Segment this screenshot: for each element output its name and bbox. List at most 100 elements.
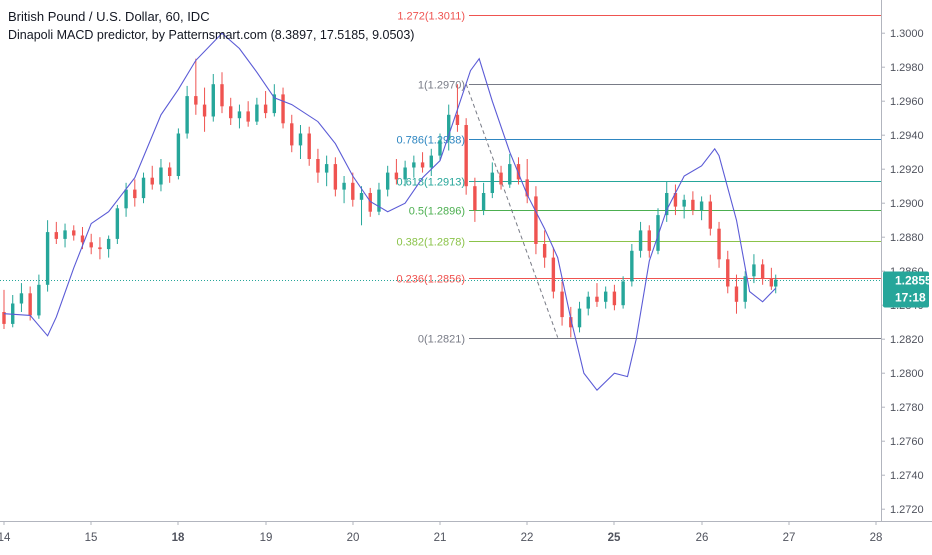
candle-body[interactable] — [124, 189, 128, 209]
candle-body[interactable] — [525, 179, 529, 197]
candle-body[interactable] — [769, 278, 774, 287]
candle-body[interactable] — [316, 159, 320, 173]
candle-body[interactable] — [508, 164, 512, 185]
candle-body[interactable] — [220, 84, 224, 107]
candle-body[interactable] — [281, 94, 285, 124]
candle-body[interactable] — [11, 303, 15, 324]
candle-body[interactable] — [263, 104, 268, 114]
candle-body[interactable] — [603, 291, 608, 302]
candle-body[interactable] — [72, 230, 76, 236]
candle-body[interactable] — [412, 162, 416, 168]
candle-body[interactable] — [682, 199, 686, 207]
candle-body[interactable] — [237, 111, 242, 119]
candle-body[interactable] — [359, 193, 364, 200]
candle-body[interactable] — [569, 317, 573, 328]
candle-body[interactable] — [255, 104, 259, 122]
candle-body[interactable] — [2, 312, 6, 324]
candle-body[interactable] — [621, 281, 625, 306]
candle-body[interactable] — [656, 215, 660, 251]
candle-body[interactable] — [37, 284, 41, 316]
candle-body[interactable] — [542, 244, 547, 258]
candle-body[interactable] — [28, 293, 32, 316]
candle-body[interactable] — [612, 291, 617, 306]
candle-body[interactable] — [438, 140, 442, 156]
candle-body[interactable] — [455, 114, 460, 125]
candle-body[interactable] — [298, 133, 303, 146]
candle-body[interactable] — [342, 182, 346, 190]
candle-body[interactable] — [499, 172, 503, 185]
candle-body[interactable] — [324, 164, 329, 173]
candle-body[interactable] — [133, 189, 137, 199]
candle-body[interactable] — [246, 111, 250, 122]
candle-body[interactable] — [229, 106, 233, 119]
oscillator-layer — [3, 32, 777, 392]
fibonacci-levels: 1.272(1.3011) 1(1.2970) 0.786(1.2938) 0.618… — [397, 11, 881, 346]
candle-body[interactable] — [290, 123, 294, 146]
candle-body[interactable] — [595, 296, 599, 302]
candle-body[interactable] — [403, 167, 407, 180]
candle-body[interactable] — [63, 230, 67, 239]
candle-body[interactable] — [481, 193, 486, 210]
candle-body[interactable] — [734, 286, 739, 302]
candle-body[interactable] — [202, 104, 207, 117]
candle-body[interactable] — [98, 247, 102, 250]
candle-body[interactable] — [743, 276, 747, 302]
candle-body[interactable] — [377, 189, 381, 212]
candle-body[interactable] — [368, 193, 372, 212]
candle-body[interactable] — [516, 164, 521, 180]
candle-body[interactable] — [760, 264, 765, 278]
candle-body[interactable] — [691, 199, 695, 210]
candle-body[interactable] — [534, 196, 538, 244]
candle-body[interactable] — [586, 296, 590, 309]
oscillator-line[interactable] — [3, 32, 777, 392]
candle-body[interactable] — [167, 167, 172, 177]
candle-body[interactable] — [89, 242, 93, 248]
candle-body[interactable] — [115, 208, 120, 239]
candle-body[interactable] — [45, 232, 50, 285]
candle-body[interactable] — [185, 96, 189, 134]
candle-body[interactable] — [176, 133, 181, 177]
candle-body[interactable] — [464, 125, 468, 187]
candle-body[interactable] — [80, 235, 85, 243]
candle-body[interactable] — [333, 164, 338, 190]
candle-body[interactable] — [447, 114, 451, 141]
candle-body[interactable] — [54, 232, 59, 239]
candle-body[interactable] — [774, 279, 778, 287]
candle-body[interactable] — [717, 228, 721, 260]
candle-body[interactable] — [726, 259, 730, 287]
symbol-title[interactable]: British Pound / U.S. Dollar, 60, IDC — [8, 9, 210, 24]
candle-body[interactable] — [211, 84, 215, 117]
candle-body[interactable] — [647, 230, 651, 251]
candle-body[interactable] — [673, 193, 678, 207]
candle-body[interactable] — [560, 291, 564, 318]
candle-body[interactable] — [150, 177, 154, 185]
candle-body[interactable] — [141, 177, 146, 199]
candle-body[interactable] — [420, 162, 425, 168]
fib-trendline[interactable] — [465, 84, 559, 338]
candle-body[interactable] — [429, 155, 433, 168]
candle-body[interactable] — [194, 96, 198, 105]
fib-trendline-layer — [0, 84, 881, 338]
candle-body[interactable] — [394, 172, 399, 180]
candle-body[interactable] — [385, 172, 390, 190]
candle-body[interactable] — [551, 257, 556, 292]
candle-body[interactable] — [577, 308, 582, 328]
candle-body[interactable] — [665, 193, 669, 216]
price-badge[interactable] — [883, 271, 929, 308]
candle-body[interactable] — [307, 133, 311, 160]
candle-body[interactable] — [638, 230, 643, 251]
candle-body[interactable] — [708, 201, 713, 229]
candle-body[interactable] — [473, 186, 477, 210]
candle-body[interactable] — [351, 182, 355, 200]
study-title[interactable]: Dinapoli MACD predictor, by Patternsmart… — [8, 28, 415, 42]
candle-body[interactable] — [490, 172, 495, 193]
candle-body[interactable] — [159, 167, 163, 185]
candle-body[interactable] — [106, 238, 111, 250]
candle-body[interactable] — [19, 293, 24, 304]
candle-body[interactable] — [272, 94, 277, 114]
candle-body[interactable] — [630, 250, 634, 282]
candle-body[interactable] — [699, 201, 704, 211]
candle-body[interactable] — [752, 264, 756, 277]
